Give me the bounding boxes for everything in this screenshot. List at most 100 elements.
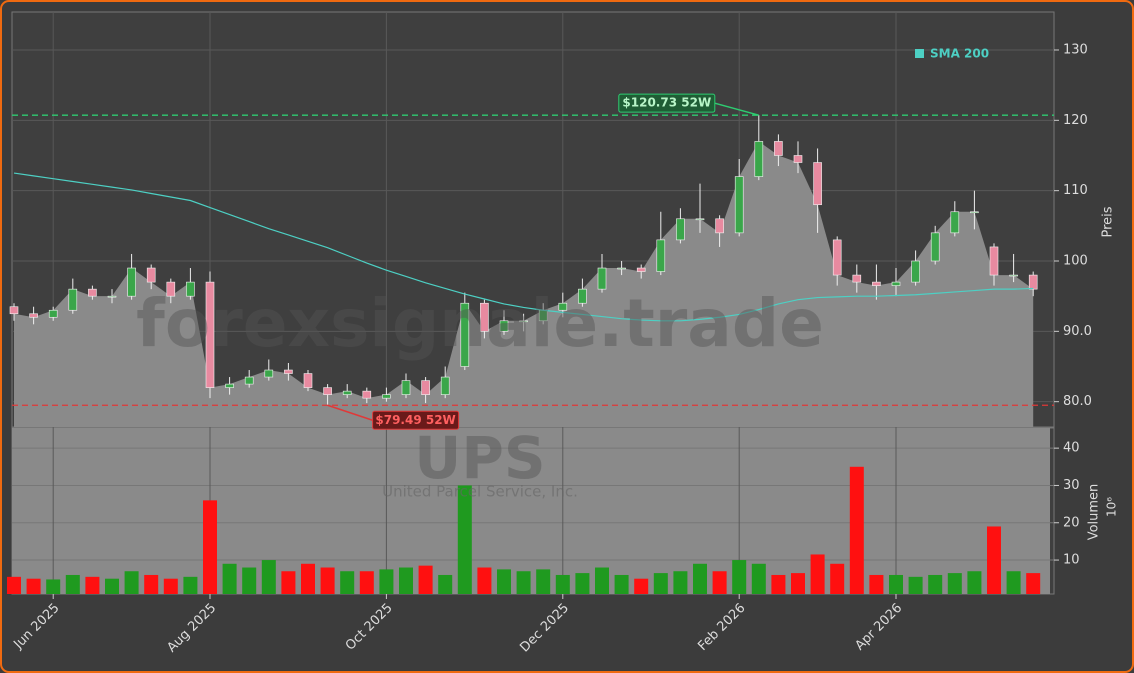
candle-body xyxy=(460,302,470,367)
volume-axis-label: Volumen xyxy=(1087,484,1102,541)
volume-bar xyxy=(536,569,551,594)
volume-bar xyxy=(340,571,355,594)
candle-body xyxy=(499,320,509,332)
volume-bar xyxy=(46,579,61,594)
volume-bar xyxy=(163,578,178,594)
volume-bar xyxy=(849,466,864,594)
volume-bar xyxy=(653,573,668,594)
volume-bar xyxy=(791,573,805,594)
candle-body xyxy=(734,176,744,234)
volume-bar xyxy=(908,576,923,594)
volume-bar xyxy=(242,567,257,594)
legend-swatch xyxy=(915,49,924,58)
candle-body xyxy=(342,390,352,395)
candle-body xyxy=(480,302,489,332)
volume-tick-label: 20 xyxy=(1063,515,1080,530)
volume-bar xyxy=(183,576,198,594)
candle-body xyxy=(832,239,842,276)
volume-bar xyxy=(614,574,629,594)
legend-label: SMA 200 xyxy=(930,47,989,61)
volume-bar xyxy=(751,563,766,594)
candle-body xyxy=(715,218,724,234)
candle-body xyxy=(656,239,666,272)
y-tick-label: 80.0 xyxy=(1063,394,1092,409)
volume-bar xyxy=(967,571,982,594)
candle-body xyxy=(695,218,705,221)
annotation-label: $120.73 52W xyxy=(622,96,711,110)
candle-body xyxy=(244,376,254,385)
candle-body xyxy=(323,387,332,395)
volume-bar xyxy=(418,565,433,594)
candle-body xyxy=(186,281,195,297)
volume-bar xyxy=(301,563,315,594)
candle-body xyxy=(597,267,607,290)
volume-bar xyxy=(947,573,962,594)
candle-body xyxy=(303,373,313,388)
candle-body xyxy=(205,281,215,388)
candle-body xyxy=(284,369,293,374)
annotation-box xyxy=(618,93,716,113)
candle-body xyxy=(440,376,450,395)
candle-body xyxy=(950,211,960,234)
volume-bar xyxy=(105,578,119,594)
volume-bar xyxy=(203,500,217,594)
volume-bar xyxy=(399,567,413,594)
y-tick-label: 110 xyxy=(1063,183,1088,198)
volume-bar xyxy=(575,573,590,594)
volume-bar xyxy=(457,485,472,594)
price-area xyxy=(14,141,1034,428)
volume-bar xyxy=(261,560,276,594)
candle-body xyxy=(911,260,920,283)
volume-bar xyxy=(732,560,747,594)
volume-tick-label: 30 xyxy=(1063,478,1080,493)
candle-body xyxy=(146,267,156,283)
volume-tick-label: 10 xyxy=(1063,553,1080,568)
candle-body xyxy=(519,320,528,323)
annotation-box xyxy=(372,410,460,430)
volume-bar xyxy=(7,576,21,594)
candle-body xyxy=(970,211,979,214)
volume-bar xyxy=(830,563,845,594)
volume-bar xyxy=(379,569,394,594)
candle-body xyxy=(382,394,391,399)
volume-bar xyxy=(144,574,159,594)
candle-body xyxy=(989,246,999,276)
volume-bar xyxy=(222,563,237,594)
candle-body xyxy=(88,288,97,297)
candle-body xyxy=(421,380,430,395)
candle-body xyxy=(9,306,19,315)
volume-bar xyxy=(634,578,649,594)
volume-bar xyxy=(320,567,335,594)
candle-body xyxy=(68,288,78,311)
candle-body xyxy=(127,267,136,297)
candle-body xyxy=(676,218,685,241)
volume-bar xyxy=(869,574,884,594)
candle-body xyxy=(578,288,587,304)
sma-line xyxy=(13,172,1034,322)
volume-bar xyxy=(1026,573,1041,594)
volume-bar xyxy=(438,574,453,594)
candle-body xyxy=(872,281,881,286)
volume-bar xyxy=(889,574,903,594)
volume-bar xyxy=(26,578,41,594)
volume-bar xyxy=(555,574,570,594)
candle-body xyxy=(1009,274,1018,277)
candle-body xyxy=(754,141,764,177)
volume-bar xyxy=(65,574,80,594)
candle-body xyxy=(930,232,940,262)
annotation-arrow xyxy=(714,102,759,116)
candle-body xyxy=(1028,274,1038,290)
volume-bar xyxy=(1006,571,1021,594)
y-tick-label: 120 xyxy=(1063,113,1088,128)
watermark-company: United Parcel Service, Inc. xyxy=(382,483,578,501)
volume-bar xyxy=(771,574,786,594)
volume-bar xyxy=(987,526,1001,594)
volume-bar xyxy=(693,563,707,594)
candle-body xyxy=(107,295,117,298)
volume-bar xyxy=(497,569,511,594)
y-tick-label: 130 xyxy=(1063,42,1088,57)
volume-unit: 10⁶ xyxy=(1105,497,1119,517)
annotation-label: $79.49 52W xyxy=(375,413,455,427)
volume-bar xyxy=(359,571,374,594)
